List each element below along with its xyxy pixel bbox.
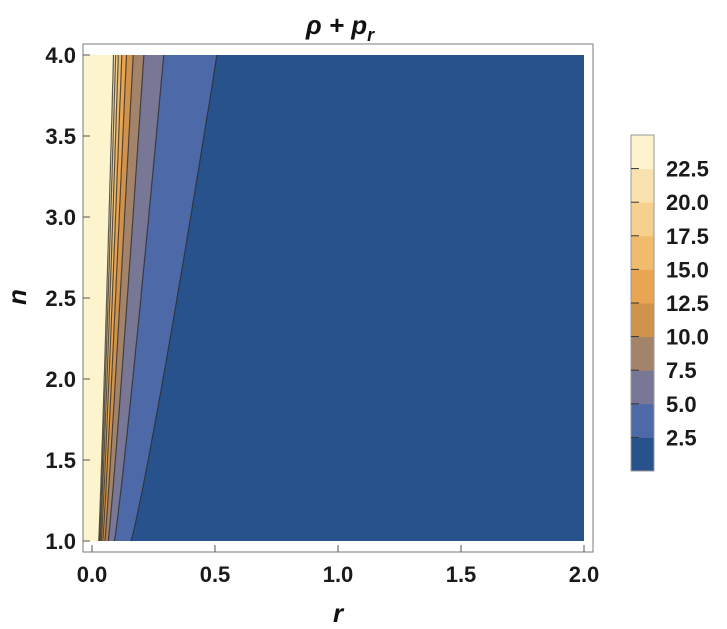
y-tick-label: 3.5 <box>45 124 76 149</box>
chart-title: ρ + pr <box>305 10 375 45</box>
chart-title-subscript: r <box>367 25 375 45</box>
x-tick-label: 2.0 <box>569 562 600 587</box>
y-tick-label: 2.0 <box>45 367 76 392</box>
legend-swatch <box>631 269 654 304</box>
x-tick-label: 1.5 <box>446 562 477 587</box>
contour-line <box>107 54 145 542</box>
legend-label: 7.5 <box>666 358 697 383</box>
contour-band <box>83 55 114 541</box>
contour-line <box>98 54 115 542</box>
x-axis: 0.0 0.5 1.0 1.5 2.0 <box>77 545 600 587</box>
contour-line <box>104 54 134 542</box>
contour-bands <box>83 55 584 541</box>
legend-swatch <box>631 303 654 338</box>
color-legend: 2.5 5.0 7.5 10.0 12.5 15.0 17.5 20.0 22.5 <box>630 134 709 472</box>
legend-label: 22.5 <box>666 157 709 182</box>
chart-title-main: ρ + p <box>305 10 367 40</box>
legend-swatch <box>631 135 654 170</box>
contour-line <box>100 54 123 542</box>
x-axis-label: r <box>333 598 345 628</box>
legend-swatch <box>631 336 654 371</box>
contour-line <box>130 54 218 542</box>
x-tick-label: 1.0 <box>323 562 354 587</box>
contour-line <box>113 54 165 542</box>
y-tick-label: 1.5 <box>45 448 76 473</box>
x-tick-label: 0.0 <box>77 562 108 587</box>
legend-label: 10.0 <box>666 325 709 350</box>
legend-swatch <box>631 168 654 203</box>
legend-swatch <box>631 403 654 438</box>
legend-label: 2.5 <box>666 425 697 450</box>
plot-area <box>83 54 584 542</box>
legend-swatch <box>631 437 654 472</box>
y-axis-label: n <box>2 289 32 305</box>
y-tick-label: 3.0 <box>45 205 76 230</box>
contour-line <box>99 54 119 542</box>
legend-swatch <box>631 235 654 270</box>
legend-swatch <box>631 370 654 405</box>
contour-line <box>98 54 117 542</box>
legend-swatch <box>631 202 654 237</box>
y-axis: 1.0 1.5 2.0 2.5 3.0 3.5 4.0 <box>45 43 90 554</box>
legend-label: 17.5 <box>666 224 709 249</box>
contour-line <box>102 54 128 542</box>
x-tick-label: 0.5 <box>200 562 231 587</box>
legend-label: 12.5 <box>666 291 709 316</box>
legend-label: 15.0 <box>666 257 709 282</box>
y-tick-label: 4.0 <box>45 43 76 68</box>
contour-lines <box>98 54 218 542</box>
legend-label: 20.0 <box>666 190 709 215</box>
legend-label: 5.0 <box>666 392 697 417</box>
y-tick-label: 2.5 <box>45 286 76 311</box>
y-tick-label: 1.0 <box>45 529 76 554</box>
